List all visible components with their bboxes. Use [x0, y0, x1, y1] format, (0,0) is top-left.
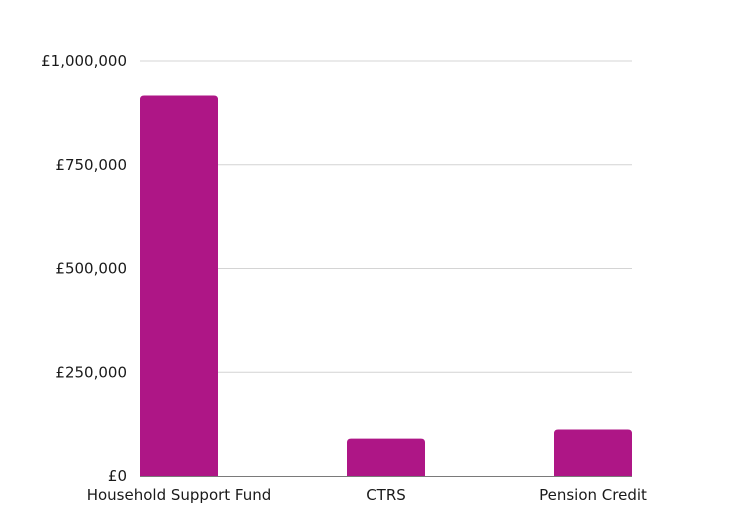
y-tick-label: £500,000 [55, 260, 127, 278]
bar-household-support-fund [140, 95, 218, 476]
y-tick-label: £1,000,000 [41, 52, 127, 70]
x-tick-label: Household Support Fund [87, 486, 272, 504]
y-tick-label: £0 [108, 467, 127, 485]
y-axis-tick-labels: £0 £250,000 £500,000 £750,000 £1,000,000 [41, 52, 127, 485]
x-tick-label: Pension Credit [539, 486, 647, 504]
y-tick-label: £750,000 [55, 156, 127, 174]
bar-ctrs [347, 438, 425, 476]
gridlines [140, 60, 632, 373]
x-tick-label: CTRS [366, 486, 406, 504]
bars [140, 95, 632, 476]
bar-pension-credit [554, 429, 632, 476]
x-axis-tick-labels: Household Support Fund CTRS Pension Credit [87, 486, 647, 504]
y-tick-label: £250,000 [55, 363, 127, 381]
